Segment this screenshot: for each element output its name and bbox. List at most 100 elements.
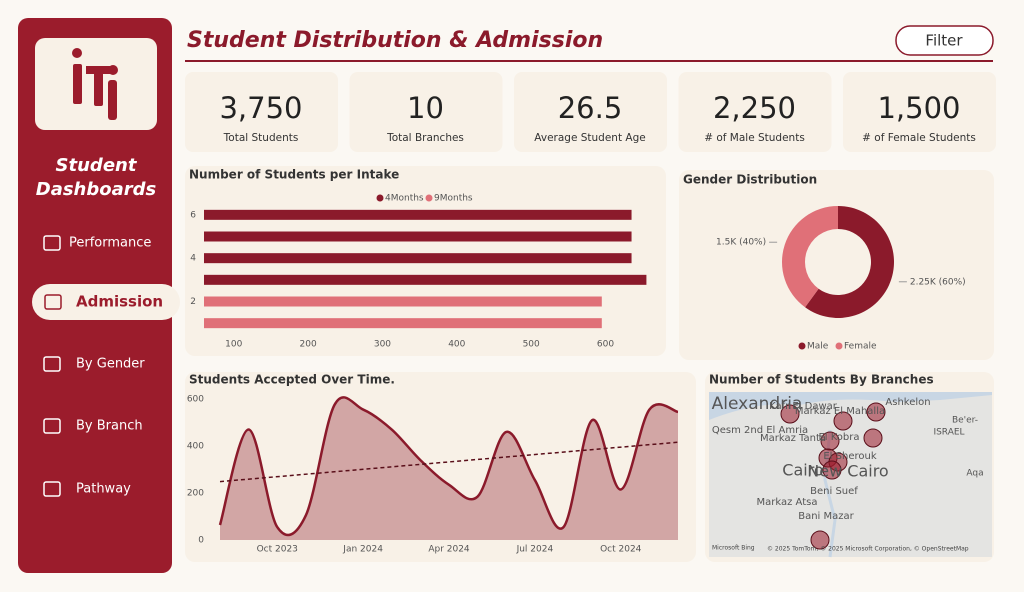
- map-label: Bani Mazar: [798, 511, 854, 522]
- nav-item[interactable]: Admission: [76, 293, 163, 311]
- legend-label: Male: [807, 342, 829, 352]
- sidebar-title: Student: [56, 155, 138, 176]
- bar: [204, 274, 647, 285]
- x-tick-label: Oct 2023: [257, 545, 298, 555]
- map-label: Qesm 2nd El Amria: [712, 425, 808, 436]
- branch-bubble: [866, 402, 886, 422]
- nav-item[interactable]: Pathway: [76, 482, 131, 497]
- map-label: El Kobra: [818, 432, 859, 443]
- branch-bubble: [810, 530, 830, 550]
- x-tick-label: 100: [225, 340, 242, 350]
- nav-active[interactable]: [32, 284, 180, 320]
- kpi-value: 1,500: [877, 91, 960, 125]
- kpi-value: 2,250: [713, 91, 796, 125]
- sidebar-title: Dashboards: [36, 179, 157, 200]
- x-tick-label: Jul 2024: [516, 545, 554, 555]
- chart-title: Number of Students By Branches: [709, 373, 934, 387]
- x-tick-label: 200: [300, 340, 317, 350]
- filter-button[interactable]: [895, 25, 994, 56]
- nav-icon: [43, 481, 61, 497]
- legend-swatch: [835, 342, 843, 350]
- y-tick-label: 4: [190, 254, 196, 264]
- line: [218, 396, 679, 537]
- kpi-label: # of Male Students: [704, 132, 805, 144]
- nav-icon: [44, 294, 62, 310]
- nav-icon: [43, 356, 61, 372]
- branch-bubble: [863, 428, 883, 448]
- kpi-label: Total Branches: [386, 132, 464, 144]
- y-tick-label: 400: [187, 442, 204, 452]
- kpi-value: 26.5: [558, 91, 623, 125]
- legend-label: Female: [844, 342, 877, 352]
- kpi-card: [185, 72, 338, 152]
- area: [220, 397, 678, 540]
- x-tick-label: 400: [448, 340, 465, 350]
- legend-label: 9Months: [434, 194, 473, 204]
- map-label: Ashkelon: [885, 397, 930, 408]
- map-attribution: © 2025 TomTom, © 2025 Microsoft Corporat…: [767, 546, 969, 553]
- filter-label[interactable]: Filter: [925, 32, 963, 50]
- nav-item[interactable]: Performance: [69, 236, 151, 251]
- data-label: 2.25K (60%): [910, 277, 966, 287]
- branch-bubble: [833, 411, 853, 431]
- nav-icon: [43, 235, 61, 251]
- y-tick-label: 200: [187, 489, 204, 499]
- bar: [204, 318, 602, 329]
- logo: [72, 48, 118, 120]
- map-label: Markaz El Mahalla: [795, 406, 885, 417]
- kpi-row: 3,750 Total Students 10 Total Branches 26.5 A…: [185, 72, 996, 152]
- nav-icon: [43, 418, 61, 434]
- map-label: Alexandria: [712, 394, 803, 414]
- y-tick-label: 2: [190, 297, 196, 307]
- map-label: El Sherouk: [823, 451, 876, 462]
- kpi-card: [349, 72, 503, 152]
- map-label: Markaz Atsa: [757, 497, 818, 508]
- y-tick-label: 0: [198, 536, 204, 546]
- kpi-label: Average Student Age: [534, 132, 645, 144]
- chart-title: Gender Distribution: [683, 173, 817, 187]
- kpi-label: Total Students: [223, 132, 299, 144]
- map-label: Markaz Tanta: [760, 433, 826, 444]
- y-tick-label: 600: [187, 395, 204, 405]
- bar: [204, 296, 602, 307]
- nav-item[interactable]: By Gender: [76, 357, 145, 372]
- map-label: ISRAEL: [933, 428, 964, 438]
- kpi-value: 3,750: [219, 91, 302, 125]
- map-label: New Cairo: [807, 462, 888, 481]
- nav-item[interactable]: By Branch: [76, 419, 143, 434]
- x-tick-label: Oct 2024: [600, 545, 642, 555]
- map-label: Beni Suef: [810, 486, 858, 497]
- legend-swatch: [425, 194, 433, 202]
- map-label: Aqa: [966, 469, 983, 479]
- map-label: Cairo: [782, 461, 823, 480]
- kpi-card: [514, 72, 667, 152]
- map-label: Be'er-: [952, 416, 978, 426]
- chart-title: Students Accepted Over Time.: [189, 373, 395, 387]
- y-tick-label: 6: [190, 210, 196, 220]
- kpi-card: [843, 72, 996, 152]
- chart-title: Number of Students per Intake: [189, 168, 399, 182]
- kpi-label: # of Female Students: [862, 132, 976, 144]
- bar: [204, 231, 632, 242]
- bar: [204, 209, 632, 220]
- legend-label: 4Months: [385, 194, 424, 204]
- donut-slice: [782, 206, 838, 308]
- x-tick-label: Apr 2024: [428, 545, 470, 555]
- map-provider: Microsoft Bing: [712, 545, 755, 552]
- branch-bubble: [822, 460, 842, 480]
- data-label: 1.5K (40%): [716, 238, 766, 248]
- branch-bubble: [780, 404, 800, 424]
- legend-swatch: [376, 194, 384, 202]
- map-label: Kafr El Dawar: [769, 401, 838, 412]
- x-tick-label: Jan 2024: [342, 545, 383, 555]
- x-tick-label: 300: [374, 340, 391, 350]
- kpi-value: 10: [407, 91, 444, 125]
- card: [679, 170, 994, 360]
- donut-slice: [805, 206, 894, 318]
- page-title: Student Distribution & Admission: [187, 28, 603, 53]
- legend-swatch: [798, 342, 806, 350]
- bar: [204, 253, 632, 264]
- x-tick-label: 500: [523, 340, 540, 350]
- sea: [709, 392, 992, 420]
